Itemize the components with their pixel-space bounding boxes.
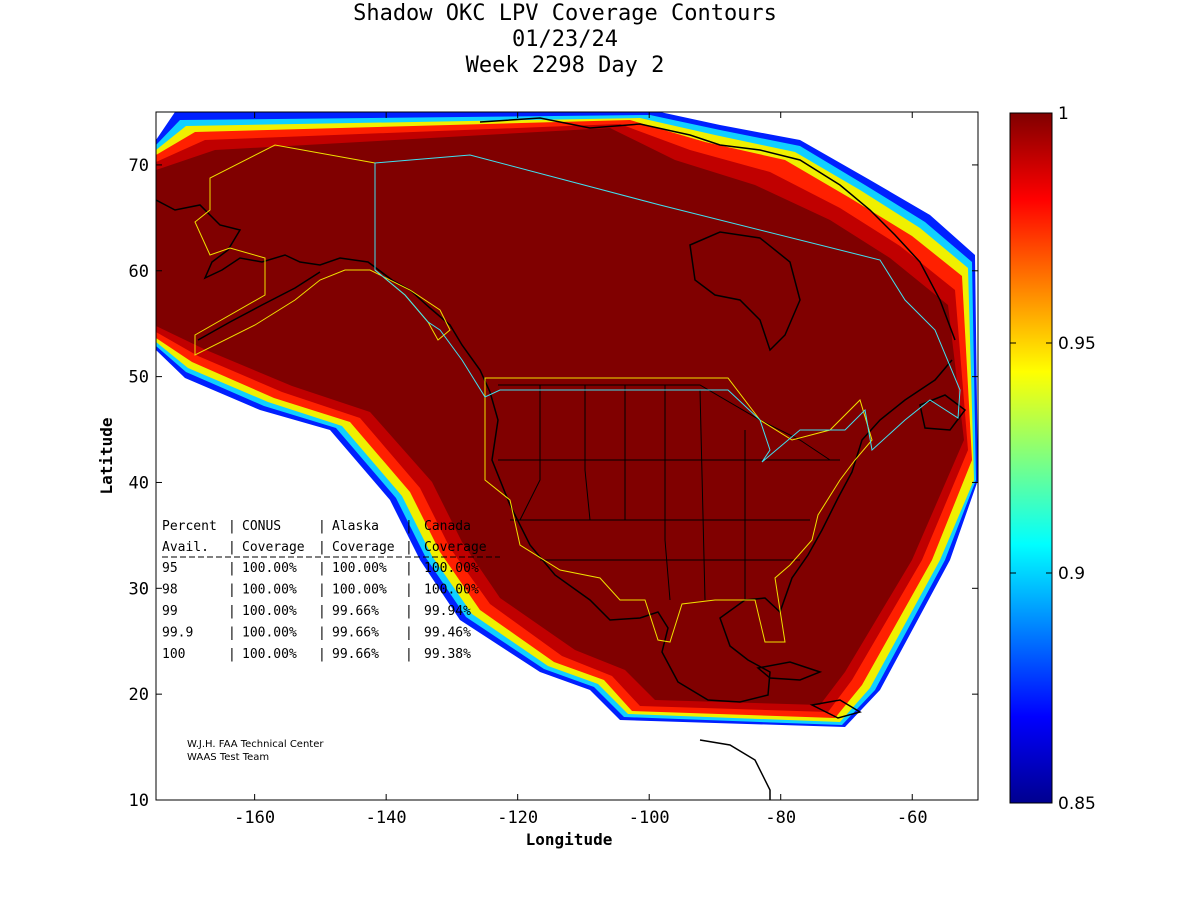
stats-table-separator: | (405, 626, 413, 641)
stats-table-cell: Avail. (162, 540, 209, 555)
x-tick-label: -140 (366, 808, 407, 828)
stats-table-separator: | (228, 519, 236, 534)
stats-table-cell: 99.46% (424, 626, 471, 641)
y-tick-label: 40 (129, 473, 149, 493)
colorbar-tick-label: 0.9 (1058, 564, 1085, 584)
stats-table-separator: | (318, 604, 326, 619)
stats-table-cell: 99.94% (424, 604, 471, 619)
state-borders (498, 384, 840, 601)
stats-table-cell: 100.00% (424, 583, 479, 598)
stats-table-cell: 99.66% (332, 647, 379, 662)
stats-table-cell: Coverage (242, 540, 305, 555)
y-tick-label: 10 (129, 791, 149, 811)
title-line-1: Shadow OKC LPV Coverage Contours (353, 1, 777, 26)
colorbar-ticks: 1 0.95 0.9 0.85 (1010, 104, 1096, 814)
stats-table-separator: | (228, 583, 236, 598)
canada-border (374, 154, 961, 463)
stats-table-cell: 100.00% (332, 561, 387, 576)
stats-table-separator: | (318, 647, 326, 662)
stats-table-separator: | (318, 626, 326, 641)
stats-table-cell: 100.00% (242, 604, 297, 619)
stats-table-cell: 99 (162, 604, 178, 619)
plot-frame (155, 111, 979, 801)
stats-table-cell: 100.00% (242, 647, 297, 662)
y-tick-label: 60 (129, 262, 149, 282)
stats-table-separator: | (405, 604, 413, 619)
stats-table-cell: 99.66% (332, 604, 379, 619)
stats-table-cell: 100.00% (242, 583, 297, 598)
x-tick-label: -80 (765, 808, 796, 828)
axis-ticks: -160 -140 -120 -100 -80 -60 10 20 30 40 50 60 70 (129, 112, 978, 828)
stats-table-cell: 100.00% (332, 583, 387, 598)
colorbar (1009, 112, 1053, 804)
stats-table-separator: | (405, 583, 413, 598)
stats-table-cell: 100 (162, 647, 185, 662)
stats-table-cell: Alaska (332, 519, 379, 534)
stats-table: Percent CONUS Alaska Canada | | | Avail. Coverag… (162, 519, 500, 662)
stats-table-separator: | (318, 540, 326, 555)
stats-table-separator: | (405, 647, 413, 662)
y-tick-label: 30 (129, 579, 149, 599)
coastline-outlines (156, 117, 967, 800)
stats-table-cell: 95 (162, 561, 178, 576)
stats-table-separator: | (228, 647, 236, 662)
stats-table-separator: | (318, 561, 326, 576)
x-tick-label: -60 (897, 808, 928, 828)
stats-table-cell: Canada (424, 519, 471, 534)
stats-table-separator: | (405, 519, 413, 534)
map-plot-area (156, 112, 978, 800)
colorbar-tick-label: 1 (1058, 104, 1069, 124)
title-line-2: 01/23/24 (512, 27, 618, 52)
stats-table-cell: 100.00% (424, 561, 479, 576)
x-axis-label: Longitude (526, 830, 613, 849)
stats-table-cell: 98 (162, 583, 178, 598)
stats-table-cell: 99.9 (162, 626, 193, 641)
y-tick-label: 50 (129, 368, 149, 388)
title-line-3: Week 2298 Day 2 (466, 53, 665, 78)
conus-border (484, 377, 873, 643)
stats-table-separator: | (228, 561, 236, 576)
x-tick-label: -100 (629, 808, 670, 828)
stats-table-cell: 100.00% (242, 561, 297, 576)
credit-line-1: W.J.H. FAA Technical Center (187, 739, 324, 750)
x-tick-label: -120 (497, 808, 538, 828)
colorbar-tick-label: 0.95 (1058, 334, 1096, 354)
credit-line-2: WAAS Test Team (187, 752, 269, 763)
stats-table-separator: | (318, 583, 326, 598)
stats-table-separator: | (228, 540, 236, 555)
colorbar-tick-label: 0.85 (1058, 794, 1096, 814)
stats-table-separator: | (228, 626, 236, 641)
stats-table-cell: 100.00% (242, 626, 297, 641)
x-tick-label: -160 (234, 808, 275, 828)
stats-table-cell: Percent (162, 519, 217, 534)
stats-table-separator: | (405, 561, 413, 576)
full-coverage-region (156, 128, 964, 705)
stats-table-separator: | (405, 540, 413, 555)
y-tick-label: 70 (129, 156, 149, 176)
y-tick-label: 20 (129, 685, 149, 705)
stats-table-separator: | (228, 604, 236, 619)
y-axis-label: Latitude (97, 417, 116, 494)
stats-table-cell: Coverage (332, 540, 395, 555)
stats-table-cell: CONUS (242, 519, 281, 534)
alaska-border (194, 144, 451, 356)
stats-table-cell: Coverage (424, 540, 487, 555)
stats-table-separator: | (318, 519, 326, 534)
stats-table-cell: 99.66% (332, 626, 379, 641)
stats-table-cell: 99.38% (424, 647, 471, 662)
